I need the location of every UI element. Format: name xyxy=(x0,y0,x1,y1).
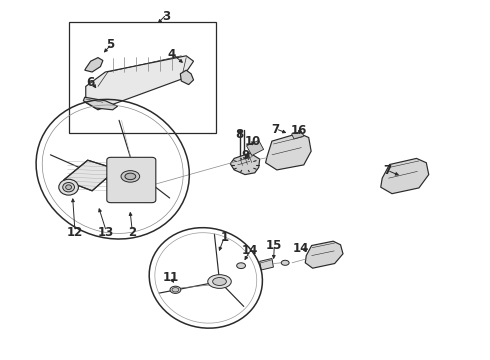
Text: 14: 14 xyxy=(242,244,258,257)
Ellipse shape xyxy=(281,260,289,265)
FancyBboxPatch shape xyxy=(107,157,156,203)
Text: 11: 11 xyxy=(162,271,179,284)
Polygon shape xyxy=(381,158,429,194)
Ellipse shape xyxy=(121,171,140,182)
Polygon shape xyxy=(292,131,304,139)
Text: 10: 10 xyxy=(244,135,261,148)
Polygon shape xyxy=(230,153,260,175)
Ellipse shape xyxy=(237,263,245,269)
Polygon shape xyxy=(246,140,264,156)
Ellipse shape xyxy=(125,173,136,180)
Text: 7: 7 xyxy=(383,165,391,177)
Text: 1: 1 xyxy=(220,231,228,244)
Text: 7: 7 xyxy=(271,123,279,136)
Text: 13: 13 xyxy=(97,226,114,239)
Ellipse shape xyxy=(213,278,226,285)
Ellipse shape xyxy=(172,288,179,292)
Text: 14: 14 xyxy=(293,242,310,255)
Text: 2: 2 xyxy=(128,226,136,239)
Polygon shape xyxy=(86,56,194,110)
Text: 5: 5 xyxy=(106,39,114,51)
Text: 6: 6 xyxy=(87,76,95,89)
Text: 15: 15 xyxy=(265,239,282,252)
Polygon shape xyxy=(305,241,343,268)
Ellipse shape xyxy=(170,286,181,293)
Text: 16: 16 xyxy=(291,124,307,137)
Polygon shape xyxy=(85,58,103,72)
Text: 3: 3 xyxy=(163,10,171,23)
Ellipse shape xyxy=(59,179,78,195)
Ellipse shape xyxy=(66,185,72,189)
Text: 8: 8 xyxy=(235,129,243,141)
Text: 12: 12 xyxy=(66,226,83,239)
Ellipse shape xyxy=(208,275,231,288)
Polygon shape xyxy=(83,97,118,110)
Polygon shape xyxy=(64,160,117,191)
Bar xyxy=(69,22,216,133)
Polygon shape xyxy=(266,133,311,170)
Text: 9: 9 xyxy=(242,149,250,162)
Ellipse shape xyxy=(63,183,74,192)
Polygon shape xyxy=(260,258,273,270)
Text: 4: 4 xyxy=(168,48,175,60)
Polygon shape xyxy=(180,70,194,85)
